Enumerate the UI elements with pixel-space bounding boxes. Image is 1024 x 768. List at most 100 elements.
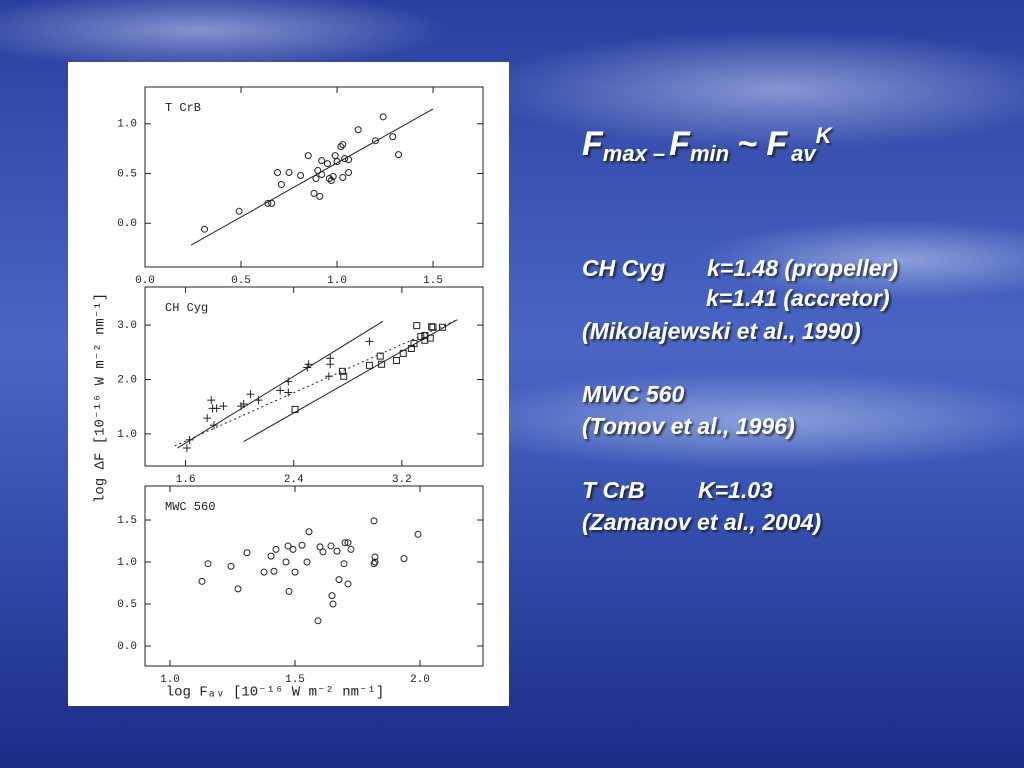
note-line: K=1.03 — [698, 477, 773, 503]
point — [376, 352, 384, 360]
chart: CH Cyg 1.6 2.4 3.2 1.0 2.0 3.0 — [117, 286, 484, 486]
y-tick-label: 1.5 — [117, 515, 137, 527]
x-tick-label: 1.6 — [176, 474, 196, 486]
x-tick-label: 1.0 — [160, 674, 180, 686]
point — [413, 322, 421, 330]
note-line: T CrB — [582, 477, 645, 503]
point — [399, 349, 407, 357]
point — [379, 113, 387, 121]
point — [414, 530, 422, 538]
title-sub: av — [791, 141, 817, 166]
plot-frame — [144, 485, 484, 667]
point — [284, 377, 293, 386]
point — [340, 560, 348, 568]
point — [421, 336, 429, 344]
point — [319, 548, 327, 556]
point — [239, 399, 248, 408]
point — [324, 372, 333, 381]
y-tick-label: 2.0 — [117, 374, 137, 386]
point — [260, 568, 268, 576]
point — [204, 560, 212, 568]
fit-line — [190, 108, 434, 246]
point — [345, 169, 353, 177]
point — [227, 562, 235, 570]
point — [185, 435, 194, 444]
cloud — [0, 0, 450, 70]
point — [339, 141, 347, 149]
point — [318, 171, 326, 179]
point — [182, 444, 191, 453]
x-tick-label: 1.0 — [327, 275, 347, 287]
point — [354, 126, 362, 134]
point — [347, 545, 355, 553]
panel-title: CH Cyg — [165, 301, 208, 315]
point — [329, 600, 337, 608]
point — [325, 174, 333, 182]
point — [341, 539, 349, 547]
point — [304, 360, 313, 369]
point — [235, 207, 243, 215]
point — [323, 160, 331, 168]
point — [291, 568, 299, 576]
note-line: (Tomov et al., 1996) — [582, 413, 795, 439]
panel-title: MWC 560 — [165, 500, 215, 514]
point — [329, 173, 337, 181]
point — [331, 152, 339, 160]
title-sub: min — [690, 141, 729, 166]
point — [371, 553, 379, 561]
point — [272, 545, 280, 553]
y-tick-label: 1.0 — [117, 557, 137, 569]
fit-line — [177, 320, 384, 449]
plot-frame — [144, 86, 484, 268]
x-tick-label: 1.5 — [423, 275, 443, 287]
point — [203, 414, 212, 423]
note-line: k=1.48 (propeller) — [707, 255, 898, 281]
point — [201, 225, 209, 233]
point — [303, 558, 311, 566]
point — [426, 334, 434, 342]
note-line: k=1.41 (accretor) — [706, 285, 889, 311]
x-tick-label: 3.2 — [392, 474, 412, 486]
point — [333, 547, 341, 555]
x-axis-label: log Fₐᵥ [10⁻¹⁶ W m⁻² nm⁻¹] — [166, 685, 385, 701]
point — [277, 180, 285, 188]
point — [400, 555, 408, 563]
point — [341, 155, 349, 163]
point — [243, 549, 251, 557]
x-tick-label: 2.4 — [284, 474, 304, 486]
point — [254, 396, 263, 405]
chart: T CrB 0.0 0.5 1.0 1.5 0.0 0.5 1.0 — [117, 86, 484, 287]
point — [314, 617, 322, 625]
point — [438, 323, 446, 331]
point — [395, 151, 402, 159]
y-tick-label: 0.0 — [117, 641, 137, 653]
point — [285, 587, 293, 595]
title-sub: max – — [603, 141, 665, 166]
point — [370, 517, 378, 525]
point — [284, 542, 292, 550]
point — [274, 169, 282, 177]
point — [328, 592, 336, 600]
point — [345, 156, 353, 164]
point — [344, 539, 352, 547]
note-line: CH Cyg — [582, 255, 665, 281]
x-tick-label: 0.0 — [135, 275, 155, 287]
point — [312, 174, 320, 182]
point — [371, 558, 379, 566]
y-tick-label: 0.5 — [117, 599, 137, 611]
point — [344, 580, 352, 588]
point — [316, 543, 324, 551]
point — [335, 576, 343, 584]
water-highlight — [440, 370, 1024, 470]
point — [234, 585, 242, 593]
point — [417, 333, 425, 341]
cloud — [480, 30, 1024, 150]
panel-title: T CrB — [165, 101, 201, 115]
title-sup: K — [816, 123, 834, 148]
point — [392, 356, 400, 364]
point — [198, 577, 206, 585]
point — [298, 541, 306, 549]
point — [326, 354, 335, 363]
